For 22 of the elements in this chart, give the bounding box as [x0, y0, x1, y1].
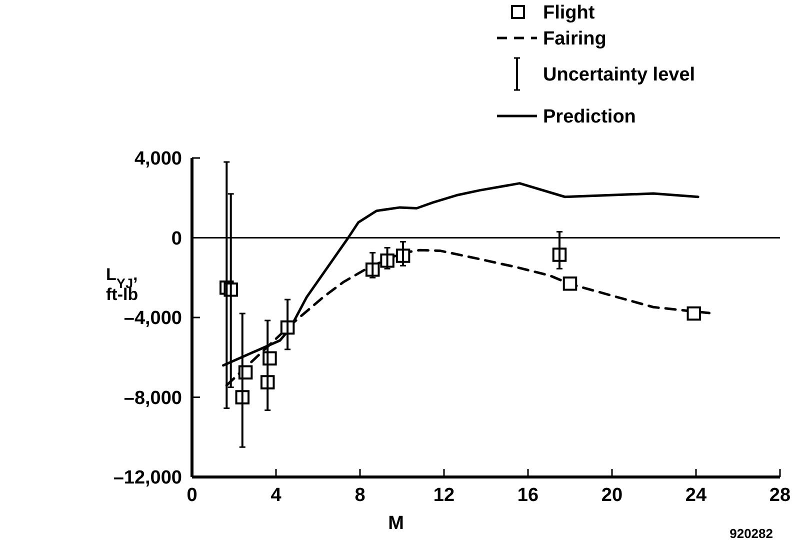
x-tick-label: 28 — [769, 485, 791, 506]
legend-label: Prediction — [543, 106, 636, 128]
x-tick-label: 24 — [685, 485, 707, 506]
y-tick-label: 0 — [171, 228, 182, 250]
point — [562, 276, 578, 291]
legend-label: Flight — [543, 2, 596, 24]
y-tick-label: –8,000 — [124, 388, 182, 409]
y-tick-label: –12,000 — [113, 468, 182, 489]
x-tick-label: 20 — [601, 485, 623, 506]
x-tick-label: 4 — [270, 485, 282, 506]
text: 920282 — [730, 526, 773, 541]
text: Uncertainty level — [543, 64, 696, 86]
y-tick-label: –4,000 — [124, 308, 182, 330]
x-tick-label: 12 — [433, 485, 455, 506]
y-tick-label: 4,000 — [134, 148, 182, 170]
legend-label: Fairing — [543, 28, 606, 50]
x-tick-label: 16 — [517, 485, 539, 506]
x-axis-title: M — [388, 513, 404, 534]
point — [686, 306, 702, 321]
x-tick-label: 8 — [354, 485, 366, 506]
x-tick-label: 0 — [186, 485, 198, 506]
y-axis-title: L$_{YJ}$, ft-lb — [106, 265, 138, 304]
